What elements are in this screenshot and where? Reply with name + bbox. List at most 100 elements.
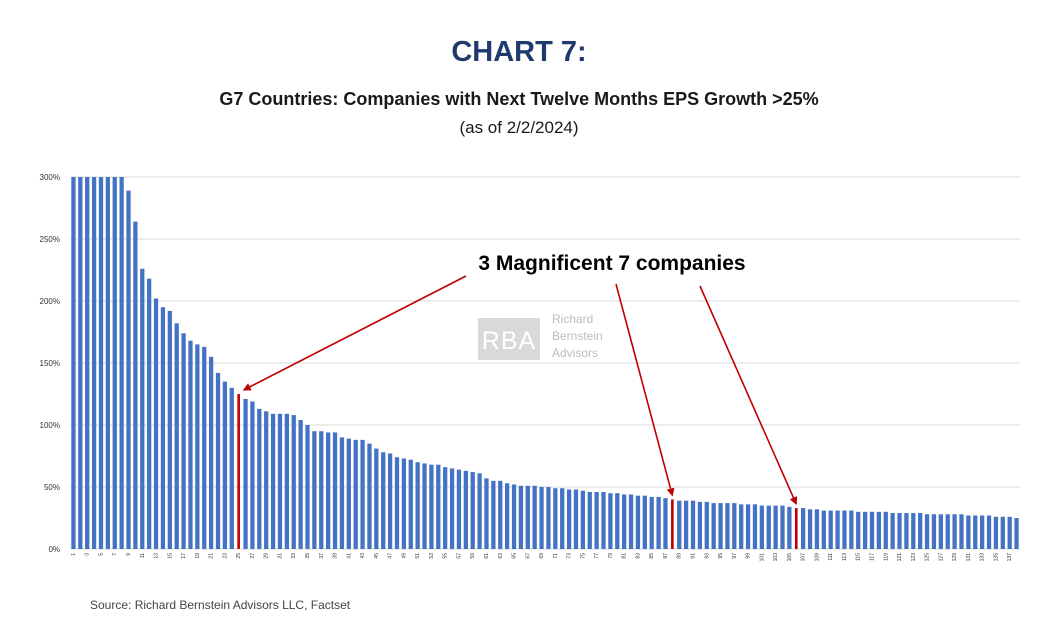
x-tick-label: 131 xyxy=(966,553,972,562)
annotation-arrows xyxy=(242,275,798,505)
watermark-line-1: Richard xyxy=(552,312,593,326)
chart-date-note: (as of 2/2/2024) xyxy=(459,118,579,137)
bar xyxy=(952,514,957,549)
x-tick-label: 37 xyxy=(319,553,325,559)
x-tick-label: 7 xyxy=(112,553,118,556)
bar xyxy=(573,489,579,549)
bar xyxy=(277,413,283,549)
x-tick-label: 57 xyxy=(456,553,462,559)
x-tick-label: 11 xyxy=(140,553,146,558)
x-tick-label: 65 xyxy=(512,553,518,559)
bar xyxy=(470,472,475,549)
x-tick-label: 133 xyxy=(980,553,986,562)
annotation-arrow xyxy=(699,285,798,505)
bar xyxy=(167,310,172,549)
source-note: Source: Richard Bernstein Advisors LLC, … xyxy=(90,598,351,612)
bar xyxy=(807,509,813,549)
x-tick-label: 125 xyxy=(925,553,931,562)
bar xyxy=(883,511,888,549)
x-tick-label: 1 xyxy=(71,553,77,556)
bar xyxy=(332,432,338,549)
x-tick-label: 15 xyxy=(167,553,173,559)
bar xyxy=(986,515,992,549)
bar xyxy=(959,514,964,549)
y-tick-label: 0% xyxy=(48,545,60,554)
bar xyxy=(250,401,255,549)
bar xyxy=(422,463,427,549)
bar xyxy=(243,398,248,549)
bar xyxy=(298,420,303,549)
bar xyxy=(463,470,468,549)
bar xyxy=(91,177,97,549)
bar xyxy=(119,177,124,549)
x-tick-label: 109 xyxy=(814,553,820,562)
x-tick-label: 17 xyxy=(181,553,187,559)
x-tick-label: 35 xyxy=(305,553,311,559)
x-tick-label: 21 xyxy=(209,553,215,559)
bar xyxy=(973,515,978,549)
x-tick-label: 135 xyxy=(993,553,999,562)
x-tick-label: 83 xyxy=(635,553,641,559)
x-tick-label: 53 xyxy=(429,553,435,559)
watermark-line-3: Advisors xyxy=(552,346,598,360)
y-tick-label: 250% xyxy=(40,235,60,244)
bar xyxy=(553,488,558,549)
bar xyxy=(690,500,696,549)
bar xyxy=(1014,518,1019,549)
bar xyxy=(656,496,661,549)
bar xyxy=(766,505,771,549)
bar xyxy=(174,323,179,549)
bar xyxy=(449,468,455,549)
x-tick-label: 91 xyxy=(691,553,697,559)
bars xyxy=(71,177,1019,549)
bar xyxy=(663,498,668,549)
annotation-arrow xyxy=(615,283,675,497)
watermark-logo-box xyxy=(478,318,540,360)
bar xyxy=(312,431,317,549)
x-tick-label: 61 xyxy=(484,553,490,559)
highlight-bar xyxy=(671,499,674,549)
bar xyxy=(85,177,90,549)
bar xyxy=(78,177,83,549)
bar xyxy=(477,473,482,549)
bar xyxy=(814,509,820,549)
bar xyxy=(821,510,826,549)
watermark: RBA Richard Bernstein Advisors xyxy=(478,312,603,360)
x-tick-label: 31 xyxy=(277,553,283,559)
bar xyxy=(849,510,854,549)
bar xyxy=(697,501,703,549)
bar xyxy=(773,505,778,549)
bar xyxy=(319,431,324,549)
x-tick-label: 129 xyxy=(952,553,958,562)
bar xyxy=(918,513,923,549)
bar xyxy=(739,504,744,549)
bar xyxy=(560,488,565,549)
bar xyxy=(897,513,902,549)
bar xyxy=(147,278,152,549)
bar xyxy=(635,495,641,549)
highlight-bar xyxy=(237,394,240,549)
bar xyxy=(601,491,606,549)
y-tick-label: 50% xyxy=(44,483,60,492)
bar xyxy=(284,413,289,549)
x-tick-label: 103 xyxy=(773,553,779,562)
x-tick-label: 63 xyxy=(498,553,504,559)
x-tick-label: 97 xyxy=(732,553,738,559)
bar xyxy=(869,511,875,549)
bar xyxy=(862,511,868,549)
bar xyxy=(594,491,599,549)
bar xyxy=(105,177,110,549)
bar xyxy=(270,413,276,549)
x-tick-label: 19 xyxy=(195,553,201,559)
watermark-logo-text: RBA xyxy=(482,327,536,355)
grid-lines xyxy=(70,176,1020,550)
y-tick-label: 300% xyxy=(40,173,60,182)
bar xyxy=(780,505,785,549)
x-tick-label: 45 xyxy=(374,553,380,559)
bar xyxy=(229,387,234,549)
bar xyxy=(484,478,489,549)
bar xyxy=(945,514,950,549)
bar xyxy=(828,510,833,549)
bar xyxy=(924,514,930,549)
